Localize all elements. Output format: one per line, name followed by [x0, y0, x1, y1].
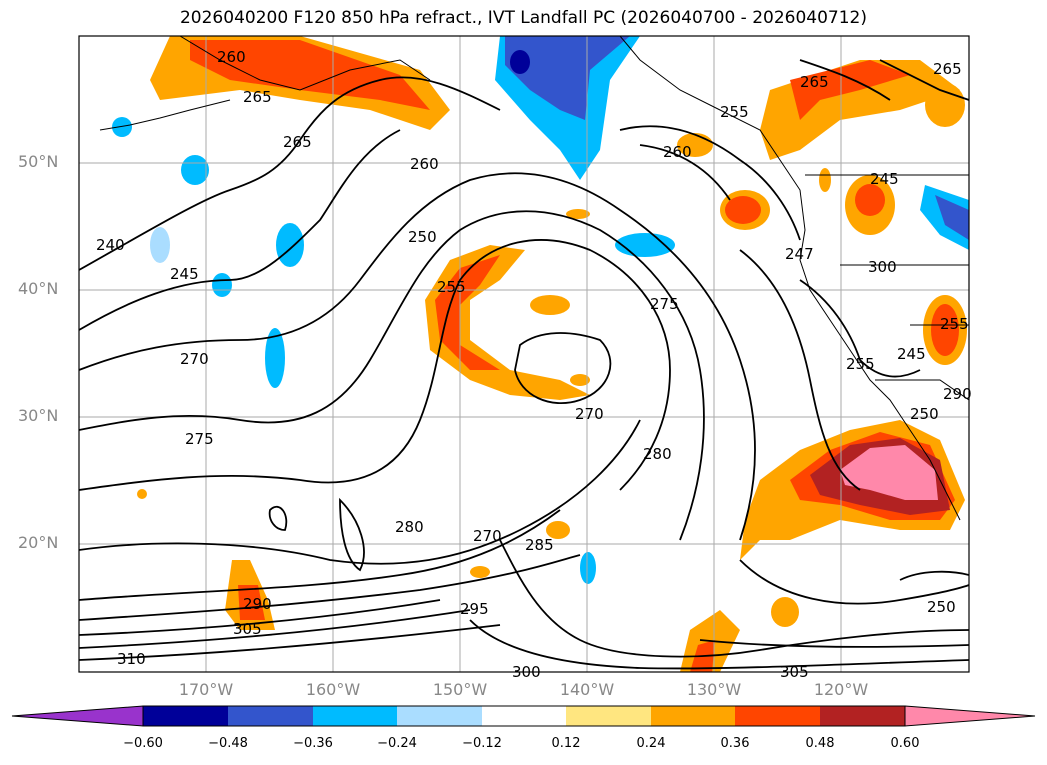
- contour-label: 247: [785, 245, 814, 263]
- colorbar-tick: −0.48: [208, 736, 248, 751]
- colorbar-tick: −0.36: [293, 736, 333, 751]
- contour-label: 260: [663, 143, 692, 161]
- contour-label: 260: [410, 155, 439, 173]
- contour-label: 245: [897, 345, 926, 363]
- contour-label: 270: [180, 350, 209, 368]
- colorbar-tick: 0.12: [551, 736, 581, 751]
- map-title: 2026040200 F120 850 hPa refract., IVT La…: [179, 8, 867, 28]
- contour-label: 250: [408, 228, 437, 246]
- contour-label: 295: [460, 600, 489, 618]
- contour-label: 250: [910, 405, 939, 423]
- contour-label: 290: [943, 385, 972, 403]
- colorbar-tick: 0.60: [890, 736, 920, 751]
- plot-area: [79, 36, 969, 672]
- contour-label: 300: [868, 258, 897, 276]
- contour-label: 255: [940, 315, 969, 333]
- colorbar-tick: 0.48: [805, 736, 835, 751]
- gridlines: [79, 36, 969, 672]
- plot-frame: [78, 35, 970, 673]
- shaded-anomalies: [112, 36, 969, 672]
- isolines: [79, 59, 969, 670]
- colorbar-tick: −0.24: [377, 736, 417, 751]
- contour-label: 245: [170, 265, 199, 283]
- colorbar-tick: −0.12: [462, 736, 502, 751]
- contour-label: 305: [780, 663, 809, 681]
- contour-label: 270: [575, 405, 604, 423]
- lat-label-50n: 50°N: [18, 152, 59, 171]
- lat-label-20n: 20°N: [18, 533, 59, 552]
- contour-label: 275: [185, 430, 214, 448]
- contour-label: 310: [117, 650, 146, 668]
- contour-label: 275: [650, 295, 679, 313]
- colorbar-tick: 0.36: [720, 736, 750, 751]
- lat-label-40n: 40°N: [18, 279, 59, 298]
- contour-label: 290: [243, 595, 272, 613]
- colorbar: [11, 705, 1036, 727]
- contour-label: 265: [283, 133, 312, 151]
- contour-label: 240: [96, 236, 125, 254]
- contour-label: 280: [643, 445, 672, 463]
- contour-label: 265: [933, 60, 962, 78]
- contour-label: 245: [870, 170, 899, 188]
- contour-label: 260: [217, 48, 246, 66]
- lon-label-120w: 120°W: [813, 680, 869, 699]
- lon-label-170w: 170°W: [178, 680, 234, 699]
- lon-label-150w: 150°W: [432, 680, 488, 699]
- contour-label: 255: [846, 355, 875, 373]
- contour-label: 255: [720, 103, 749, 121]
- lat-label-30n: 30°N: [18, 406, 59, 425]
- lon-label-160w: 160°W: [305, 680, 361, 699]
- lon-label-140w: 140°W: [559, 680, 615, 699]
- contour-label: 285: [525, 536, 554, 554]
- coastlines: [99, 36, 969, 521]
- contour-label: 265: [243, 88, 272, 106]
- colorbar-tick: 0.24: [636, 736, 666, 751]
- contour-label: 305: [233, 620, 262, 638]
- contour-label: 265: [800, 73, 829, 91]
- contour-label: 255: [437, 278, 466, 296]
- contour-label: 300: [512, 663, 541, 681]
- colorbar-tick: −0.60: [123, 736, 163, 751]
- contour-label: 280: [395, 518, 424, 536]
- contour-label: 270: [473, 527, 502, 545]
- lon-label-130w: 130°W: [686, 680, 742, 699]
- contour-label: 250: [927, 598, 956, 616]
